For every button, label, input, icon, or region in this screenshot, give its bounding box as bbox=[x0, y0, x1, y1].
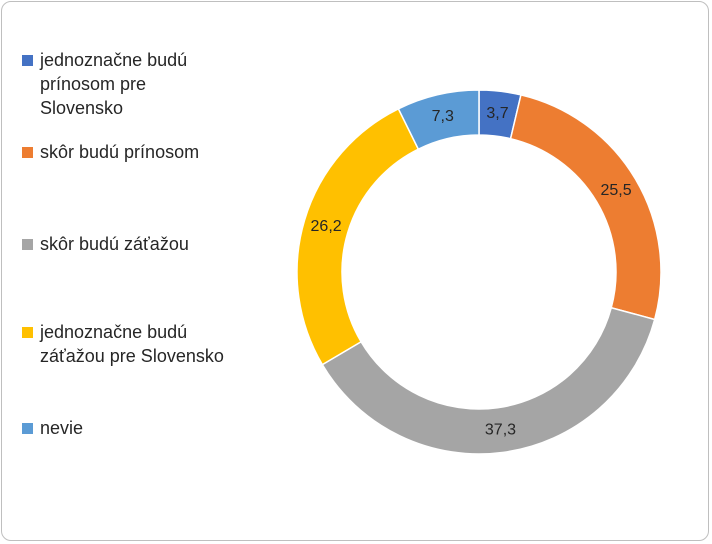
donut-slices bbox=[296, 89, 662, 455]
donut-slice-5 bbox=[397, 89, 480, 151]
legend-label-4: jednoznačne budú záťažou pre Slovensko bbox=[40, 322, 224, 366]
donut-slice-3 bbox=[321, 306, 656, 455]
legend-label-5: nevie bbox=[40, 418, 84, 438]
legend-swatch-2 bbox=[22, 147, 33, 158]
donut-value-labels: 3,7 25,5 37,3 26,2 7,3 bbox=[311, 105, 632, 438]
slice-value-label-2: 25,5 bbox=[600, 182, 631, 199]
slice-value-label-5: 7,3 bbox=[432, 108, 454, 125]
slice-value-label-4: 26,2 bbox=[311, 218, 342, 235]
legend-swatch-5 bbox=[22, 423, 33, 434]
legend-label-3: skôr budú záťažou bbox=[40, 234, 189, 254]
slice-value-label-1: 3,7 bbox=[486, 105, 508, 122]
legend-swatch-3 bbox=[22, 239, 33, 250]
donut-slice-2 bbox=[509, 93, 662, 321]
legend-swatch-4 bbox=[22, 327, 33, 338]
slice-value-label-3: 37,3 bbox=[485, 422, 516, 439]
legend-label-1: jednoznačne budú prínosom pre Slovensko bbox=[40, 50, 188, 118]
donut-slice-4 bbox=[296, 107, 420, 366]
legend-swatch-1 bbox=[22, 55, 33, 66]
legend-label-2: skôr budú prínosom bbox=[40, 142, 200, 162]
